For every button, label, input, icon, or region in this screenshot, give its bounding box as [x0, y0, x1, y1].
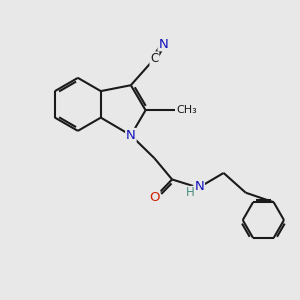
Text: O: O [149, 191, 160, 204]
Text: CH₃: CH₃ [176, 105, 197, 115]
Text: C: C [150, 52, 158, 65]
Text: N: N [194, 180, 204, 193]
Text: H: H [186, 187, 195, 200]
Text: N: N [126, 129, 136, 142]
Text: N: N [158, 38, 168, 50]
